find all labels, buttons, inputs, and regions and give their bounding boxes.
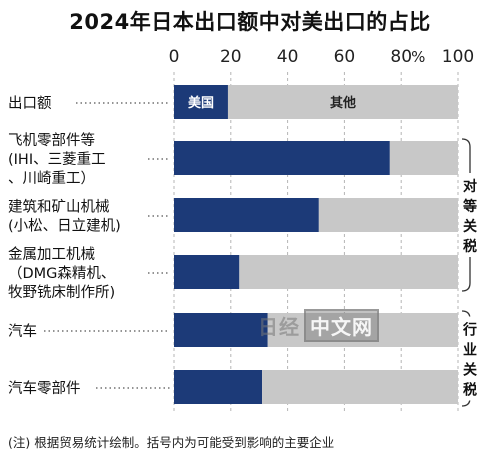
category-label: 汽车零部件 [8,380,81,397]
category-label: 、川崎重工） [8,170,95,187]
group-label: 对等关税 [463,178,477,255]
watermark-logo: 日经 中文网 [258,309,379,342]
x-tick-label: 0 [169,47,180,67]
category-label: 汽车 [8,323,37,340]
category-label: (小松、日立建机) [8,218,121,235]
bar-segment [262,370,458,404]
category-label: （DMG森精机、 [8,265,115,282]
watermark-left: 日经 [258,315,300,339]
category-label: 金属加工机械 [8,246,95,263]
x-tick-label: 40 [277,47,299,67]
footnote: (注) 根据贸易统计绘制。括号内为可能受到影响的主要企业 [8,435,335,450]
bar-segment [174,370,263,404]
x-unit-label: % [411,48,425,66]
bar-segment [318,198,458,232]
category-label: (IHI、三菱重工 [8,151,106,168]
watermark-right: 中文网 [304,309,379,342]
x-tick-label: 60 [334,47,356,67]
category-label: 出口额 [8,95,52,112]
bar-segment [227,85,458,119]
category-label: 牧野铣床制作所) [8,284,115,301]
bar-segment [174,313,268,347]
category-label: 建筑和矿山机械 [8,199,110,216]
x-tick-labels: 0 20 40 60 80 100% [169,47,475,67]
legend-label-other: 其他 [330,95,356,111]
x-tick-label: 80 [390,47,412,67]
chart-title: 2024年日本出口额中对美出口的占比 [69,10,431,34]
group-label-bg [460,173,480,257]
group-label: 行业关税 [462,322,477,399]
category-label: 飞机零部件等 [8,131,95,149]
x-tick-label: 20 [220,47,242,67]
x-tick-label: 100 [442,47,474,67]
group-label-bg [460,316,480,401]
bar-segment [389,141,458,175]
bar-segment [174,198,319,232]
legend-label-us: 美国 [188,95,214,111]
grid-layer [173,72,459,414]
bars-layer: 美国 其他 [174,85,458,404]
bar-segment [174,141,390,175]
bar-segment [239,255,458,289]
bar-segment [174,85,228,119]
bar-segment [174,255,240,289]
